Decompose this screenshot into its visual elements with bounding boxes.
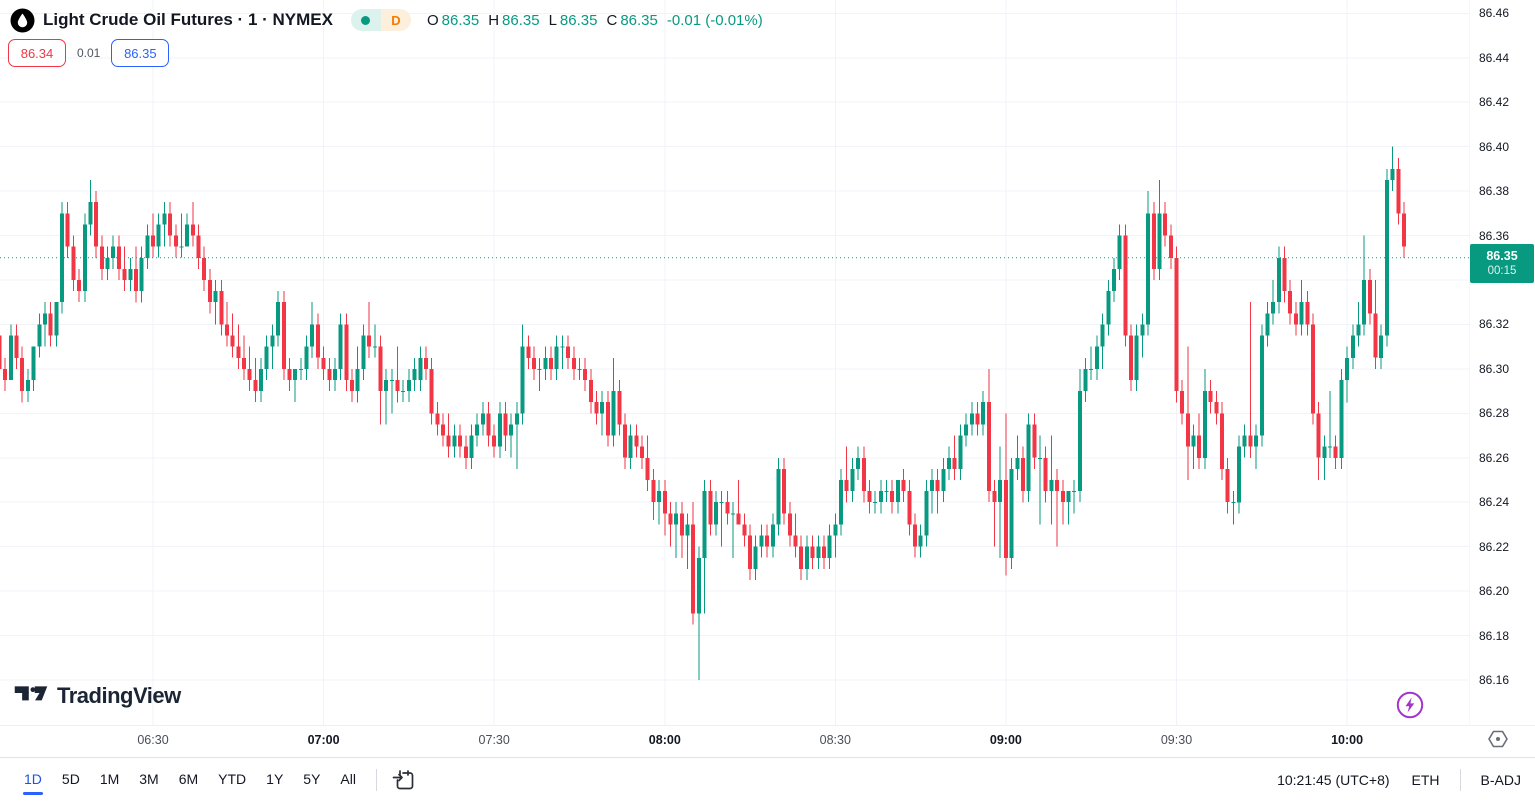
price-axis-label: 86.46 bbox=[1479, 6, 1510, 21]
price-axis-label: 86.16 bbox=[1479, 673, 1510, 687]
toolbar-divider bbox=[375, 769, 377, 791]
session-type-button[interactable]: ETH bbox=[1411, 772, 1440, 788]
active-range-underline bbox=[23, 791, 43, 795]
range-tab-3m[interactable]: 3M bbox=[139, 770, 159, 787]
lightning-circle-icon[interactable] bbox=[1395, 690, 1425, 725]
delayed-data-icon: D bbox=[380, 9, 411, 31]
grid bbox=[0, 0, 1471, 725]
time-axis-label: 07:30 bbox=[478, 733, 510, 747]
last-price: 86.35 bbox=[1486, 248, 1518, 263]
price-axis-label: 86.24 bbox=[1479, 495, 1510, 510]
range-tab-5y[interactable]: 5Y bbox=[303, 770, 321, 787]
price-axis-label: 86.40 bbox=[1479, 139, 1510, 154]
sell-button[interactable]: 86.34 bbox=[8, 39, 66, 67]
time-axis-label: 08:00 bbox=[648, 733, 681, 747]
date-range-tabs: 1D 5D 1M 3M 6M YTD 1Y 5Y All bbox=[14, 766, 366, 795]
range-tab-ytd[interactable]: YTD bbox=[218, 770, 247, 787]
hexagon-dot-icon[interactable] bbox=[1486, 727, 1510, 756]
trade-buttons: 86.34 0.01 86.35 bbox=[8, 39, 170, 67]
range-tab-1d[interactable]: 1D bbox=[14, 766, 52, 795]
price-axis-label: 86.38 bbox=[1479, 184, 1510, 199]
open-value: 86.35 bbox=[441, 11, 480, 29]
price-axis-label: 86.18 bbox=[1479, 628, 1510, 643]
tradingview-brand: TradingView bbox=[57, 682, 181, 708]
price-axis[interactable]: 86.35 00:15 86.46 86.44 86.42 86.40 86.38 86.… bbox=[1470, 0, 1535, 725]
price-axis-label: 86.32 bbox=[1479, 317, 1510, 332]
time-axis-label: 09:00 bbox=[989, 733, 1022, 747]
low-label: L bbox=[548, 11, 557, 29]
tradingview-watermark[interactable]: TradingView bbox=[14, 679, 181, 712]
time-axis[interactable]: 06:30 07:00 07:30 08:00 08:30 09:00 09:30 10:00 bbox=[0, 725, 1535, 758]
ohlc-readout: O 86.35 H 86.35 L 86.35 C 86.35 -0.01 (-0.01… bbox=[427, 12, 763, 29]
change-value: -0.01 (-0.01%) bbox=[666, 11, 763, 29]
candlestick-series bbox=[0, 146, 1406, 680]
close-label: C bbox=[606, 11, 618, 29]
low-value: 86.35 bbox=[559, 11, 598, 29]
open-label: O bbox=[426, 11, 439, 29]
price-axis-label: 86.22 bbox=[1479, 539, 1510, 554]
range-tab-1y[interactable]: 1Y bbox=[266, 770, 284, 787]
toolbar-right: 10:21:45 (UTC+8) ETH B-ADJ bbox=[1277, 769, 1521, 791]
adjustment-button[interactable]: B-ADJ bbox=[1480, 772, 1521, 788]
time-axis-label: 08:30 bbox=[819, 733, 851, 747]
time-axis-label: 07:00 bbox=[307, 733, 340, 747]
bar-countdown: 00:15 bbox=[1487, 265, 1517, 278]
range-tab-1m[interactable]: 1M bbox=[99, 770, 120, 787]
toolbar-divider bbox=[1459, 769, 1461, 791]
price-axis-label: 86.20 bbox=[1479, 584, 1510, 599]
time-axis-label: 09:30 bbox=[1160, 733, 1193, 747]
range-tab-6m[interactable]: 6M bbox=[178, 770, 199, 787]
price-axis-label: 86.42 bbox=[1479, 95, 1510, 110]
tradingview-logo-icon bbox=[14, 679, 48, 712]
buy-button[interactable]: 86.35 bbox=[111, 39, 170, 67]
time-axis-label: 10:00 bbox=[1331, 733, 1364, 747]
price-axis-label: 86.28 bbox=[1479, 406, 1510, 421]
price-axis-label: 86.26 bbox=[1479, 450, 1510, 465]
high-label: H bbox=[488, 11, 500, 29]
price-axis-label: 86.30 bbox=[1479, 361, 1510, 376]
price-axis-label: 86.44 bbox=[1479, 50, 1510, 65]
range-tab-all[interactable]: All bbox=[340, 770, 356, 787]
range-tab-5d[interactable]: 5D bbox=[61, 770, 80, 787]
session-clock[interactable]: 10:21:45 (UTC+8) bbox=[1277, 772, 1390, 788]
chart-pane[interactable] bbox=[0, 0, 1535, 725]
go-to-date-button[interactable] bbox=[387, 765, 421, 795]
bottom-toolbar: 1D 5D 1M 3M 6M YTD 1Y 5Y All 10:21:45 (UTC+8) ET… bbox=[0, 757, 1535, 802]
close-value: 86.35 bbox=[620, 11, 658, 29]
time-axis-label: 06:30 bbox=[137, 733, 169, 747]
symbol-title[interactable]: Light Crude Oil Futures · 1 · NYMEX bbox=[43, 10, 333, 29]
oil-drop-icon bbox=[10, 8, 35, 33]
price-axis-label: 86.36 bbox=[1479, 228, 1510, 243]
market-status-pill[interactable]: D bbox=[350, 9, 411, 31]
last-price-badge: 86.35 00:15 bbox=[1470, 244, 1534, 283]
spread-value: 0.01 bbox=[77, 46, 101, 60]
high-value: 86.35 bbox=[502, 11, 540, 29]
market-open-icon bbox=[350, 9, 381, 31]
